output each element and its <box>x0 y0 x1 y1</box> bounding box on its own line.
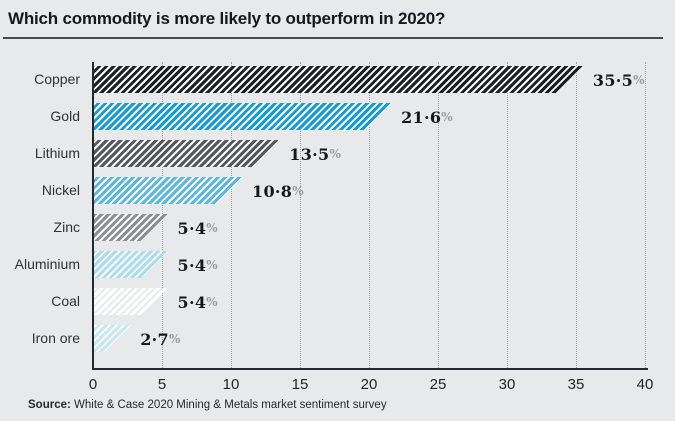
bar-aluminium <box>94 251 169 278</box>
category-label-nickel: Nickel <box>41 182 80 198</box>
gridline-40 <box>645 62 646 368</box>
category-label-copper: Copper <box>34 71 80 87</box>
value-label-copper: 35·5% <box>593 66 645 93</box>
value-number: 21·6 <box>401 108 442 127</box>
x-tick-label-10: 10 <box>222 376 240 393</box>
gridline-30 <box>507 62 508 368</box>
bar-coal <box>94 288 169 315</box>
x-axis-line <box>92 368 648 370</box>
value-number: 5·4 <box>177 256 207 275</box>
page-title: Which commodity is more likely to outper… <box>8 9 446 28</box>
x-tick-label-20: 20 <box>360 376 378 393</box>
value-number: 5·4 <box>177 293 207 312</box>
bar-zinc <box>94 214 169 241</box>
category-label-lithium: Lithium <box>34 145 80 161</box>
bar-copper <box>94 66 584 93</box>
percent-sign: % <box>206 221 218 235</box>
percent-sign: % <box>329 147 341 161</box>
bar-gold <box>94 103 392 130</box>
percent-sign: % <box>206 258 218 272</box>
value-number: 2·7 <box>140 330 169 349</box>
bar-chart: 0 5 10 15 20 25 30 35 40 Copper 35·5% Gold 21·6% Lith… <box>0 62 675 402</box>
x-tick-label-30: 30 <box>498 376 516 393</box>
percent-sign: % <box>206 295 218 309</box>
x-tick-label-25: 25 <box>429 376 447 393</box>
category-label-zinc: Zinc <box>53 219 80 235</box>
value-number: 10·8 <box>252 182 293 201</box>
bar-nickel <box>94 177 243 204</box>
value-number: 5·4 <box>177 219 207 238</box>
x-tick-label-40: 40 <box>636 376 654 393</box>
category-label-aluminium: Aluminium <box>14 256 80 272</box>
category-label-coal: Coal <box>51 293 80 309</box>
value-label-aluminium: 5·4% <box>178 251 218 278</box>
gridline-15 <box>300 62 301 368</box>
value-label-coal: 5·4% <box>178 288 218 315</box>
gridline-10 <box>231 62 232 368</box>
value-label-lithium: 13·5% <box>289 140 341 167</box>
value-label-nickel: 10·8% <box>252 177 304 204</box>
gridline-35 <box>576 62 577 368</box>
value-label-iron-ore: 2·7% <box>140 325 180 352</box>
percent-sign: % <box>441 110 453 124</box>
plot-area: 0 5 10 15 20 25 30 35 40 Copper 35·5% Gold 21·6% Lith… <box>0 62 675 393</box>
x-tick-label-15: 15 <box>291 376 309 393</box>
source-text: White & Case 2020 Mining & Metals market… <box>70 399 387 411</box>
x-tick-label-35: 35 <box>567 376 585 393</box>
source-label: Source: <box>28 399 71 411</box>
percent-sign: % <box>169 332 181 346</box>
percent-sign: % <box>633 73 645 87</box>
category-label-iron-ore: Iron ore <box>31 330 80 346</box>
percent-sign: % <box>292 184 304 198</box>
x-tick-label-5: 5 <box>157 376 167 393</box>
bar-iron-ore <box>94 325 131 352</box>
gridline-25 <box>438 62 439 368</box>
category-label-gold: Gold <box>50 108 80 124</box>
title-divider <box>3 37 663 39</box>
bar-lithium <box>94 140 280 167</box>
value-number: 35·5 <box>592 71 634 90</box>
value-number: 13·5 <box>289 145 330 164</box>
value-label-zinc: 5·4% <box>178 214 218 241</box>
value-label-gold: 21·6% <box>401 103 453 130</box>
y-axis-line <box>92 62 94 370</box>
gridline-20 <box>369 62 370 368</box>
x-tick-label-0: 0 <box>88 376 98 393</box>
source-note: Source: White & Case 2020 Mining & Metal… <box>28 399 387 411</box>
